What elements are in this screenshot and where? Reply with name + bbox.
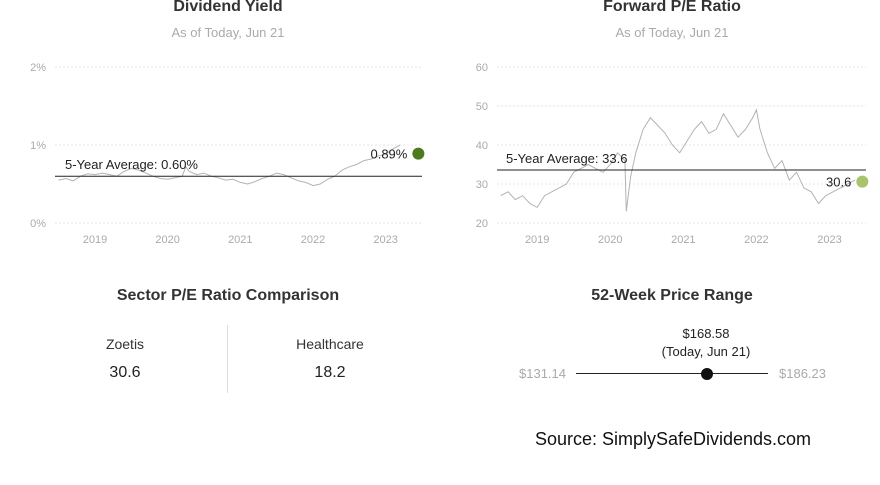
series-line — [500, 108, 856, 212]
x-tick-label: 2021 — [228, 234, 252, 246]
y-tick-label: 50 — [476, 101, 488, 113]
price-range-marker — [700, 368, 713, 380]
dividend-yield-chart: 0% 1% 2% 2019 2020 2021 2022 2023 5-Year Average… — [30, 62, 425, 246]
y-tick-label: 0% — [30, 218, 46, 230]
source-credit: Source: SimplySafeDividends.com — [534, 429, 812, 449]
price-range-low: $131.14 — [519, 366, 566, 381]
dividend-yield-title: Dividend Yield — [173, 0, 283, 15]
x-tick-label: 2021 — [671, 234, 695, 246]
current-value-dot — [412, 147, 425, 160]
sector-comparison-title: Sector P/E Ratio Comparison — [116, 287, 340, 304]
pe-ratio-chart: 20 30 40 50 60 2019 2020 2021 2022 2023 5-Year Ave… — [476, 62, 869, 246]
current-value-label: 30.6 — [826, 175, 851, 190]
pe-ratio-title: Forward P/E Ratio — [603, 0, 741, 15]
x-tick-label: 2022 — [744, 234, 768, 246]
average-label: 5-Year Average: 33.6 — [506, 151, 627, 166]
y-tick-label: 1% — [30, 140, 46, 152]
y-tick-label: 60 — [476, 62, 488, 74]
pe-ratio-subtitle: As of Today, Jun 21 — [615, 25, 729, 40]
current-price: $168.58 — [682, 326, 730, 341]
dividend-yield-subtitle: As of Today, Jun 21 — [171, 25, 285, 40]
y-tick-label: 20 — [476, 218, 488, 230]
x-tick-label: 2023 — [373, 234, 397, 246]
sector-divider — [227, 325, 228, 393]
x-tick-label: 2022 — [301, 234, 325, 246]
y-tick-label: 2% — [30, 62, 46, 74]
sector-item-value: 30.6 — [109, 364, 141, 381]
average-label: 5-Year Average: 0.60% — [65, 157, 198, 172]
sector-item-name: Healthcare — [296, 336, 364, 352]
x-tick-label: 2020 — [155, 234, 179, 246]
x-tick-label: 2019 — [83, 234, 107, 246]
sector-item-healthcare: Healthcare 18.2 — [270, 336, 390, 382]
x-tick-label: 2020 — [598, 234, 622, 246]
price-range-high: $186.23 — [779, 366, 826, 381]
price-range-title: 52-Week Price Range — [591, 287, 753, 304]
x-tick-label: 2023 — [817, 234, 841, 246]
current-value-label: 0.89% — [370, 147, 407, 162]
price-range-track — [576, 373, 768, 374]
sector-item-value: 18.2 — [314, 364, 346, 381]
sector-item-name: Zoetis — [105, 336, 145, 352]
x-tick-label: 2019 — [525, 234, 549, 246]
y-tick-label: 40 — [476, 140, 488, 152]
y-tick-label: 30 — [476, 179, 488, 191]
price-range-current: $168.58 (Today, Jun 21) — [606, 325, 806, 361]
sector-item-zoetis: Zoetis 30.6 — [65, 336, 185, 382]
current-value-dot — [856, 175, 869, 188]
current-date: (Today, Jun 21) — [661, 344, 751, 359]
